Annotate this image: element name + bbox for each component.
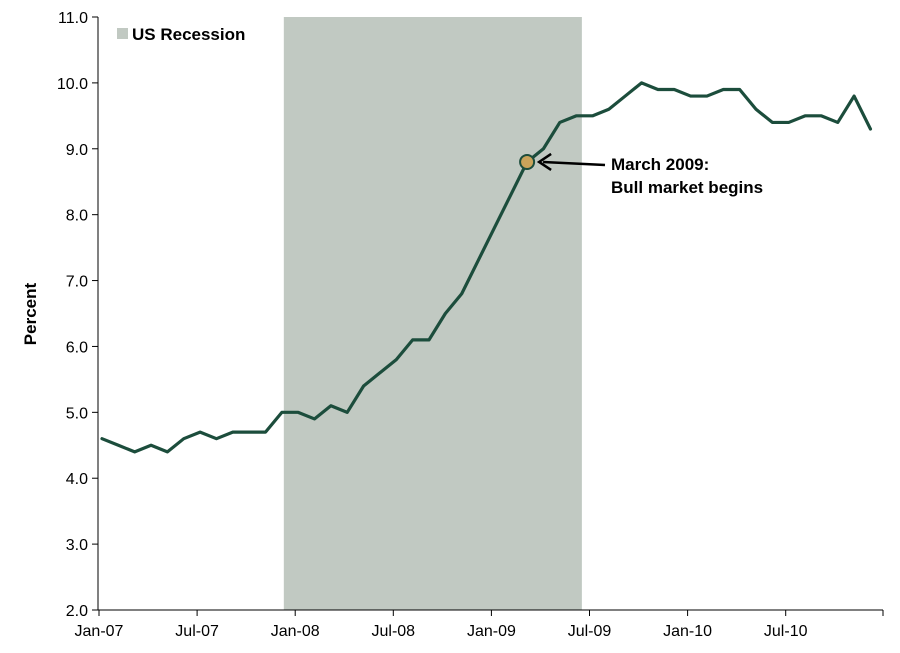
annotation: March 2009: Bull market begins	[519, 152, 763, 197]
y-tick-label: 11.0	[58, 10, 88, 27]
x-tick-label: Jan-09	[467, 623, 516, 640]
y-tick-label: 3.0	[66, 537, 88, 554]
y-axis-label: Percent	[21, 282, 40, 345]
recession-band-layer	[283, 17, 582, 610]
x-tick-label: Jan-07	[75, 623, 124, 640]
annotation-line-1: March 2009:	[611, 155, 709, 174]
series-line	[100, 81, 873, 454]
series-layer	[100, 81, 873, 454]
x-tick-label: Jul-09	[568, 623, 612, 640]
annotation-arrow-shaft	[543, 160, 606, 167]
annotation-line-2: Bull market begins	[611, 178, 763, 197]
x-tick-label: Jul-08	[372, 623, 416, 640]
x-tick-label: Jul-10	[764, 623, 808, 640]
y-tick-label: 5.0	[66, 405, 88, 422]
y-tick-label: 10.0	[57, 76, 88, 93]
y-tick-label: 7.0	[66, 274, 88, 291]
x-tick-label: Jan-08	[271, 623, 320, 640]
axes	[97, 17, 883, 611]
x-tick-label: Jan-10	[663, 623, 712, 640]
y-tick-label: 4.0	[66, 471, 88, 488]
y-tick-label: 2.0	[66, 603, 88, 620]
legend-swatch-us-recession	[117, 28, 128, 39]
legend-label-us-recession: US Recession	[132, 25, 245, 44]
y-axis-ticks: 2.0 3.0 4.0 5.0 6.0 7.0 8.0 9.0 10.0 11.0	[57, 10, 98, 620]
legend: US Recession	[117, 25, 245, 44]
recession-band	[283, 17, 582, 610]
annotation-marker	[519, 153, 536, 170]
y-tick-label: 8.0	[66, 208, 88, 225]
x-tick-label: Jul-07	[175, 623, 219, 640]
y-tick-label: 6.0	[66, 339, 88, 356]
x-axis-ticks: Jan-07 Jul-07 Jan-08 Jul-08 Jan-09 Jul-09 Jan-…	[75, 610, 884, 640]
y-tick-label: 9.0	[66, 142, 88, 159]
annotation-arrow-head	[536, 152, 552, 171]
